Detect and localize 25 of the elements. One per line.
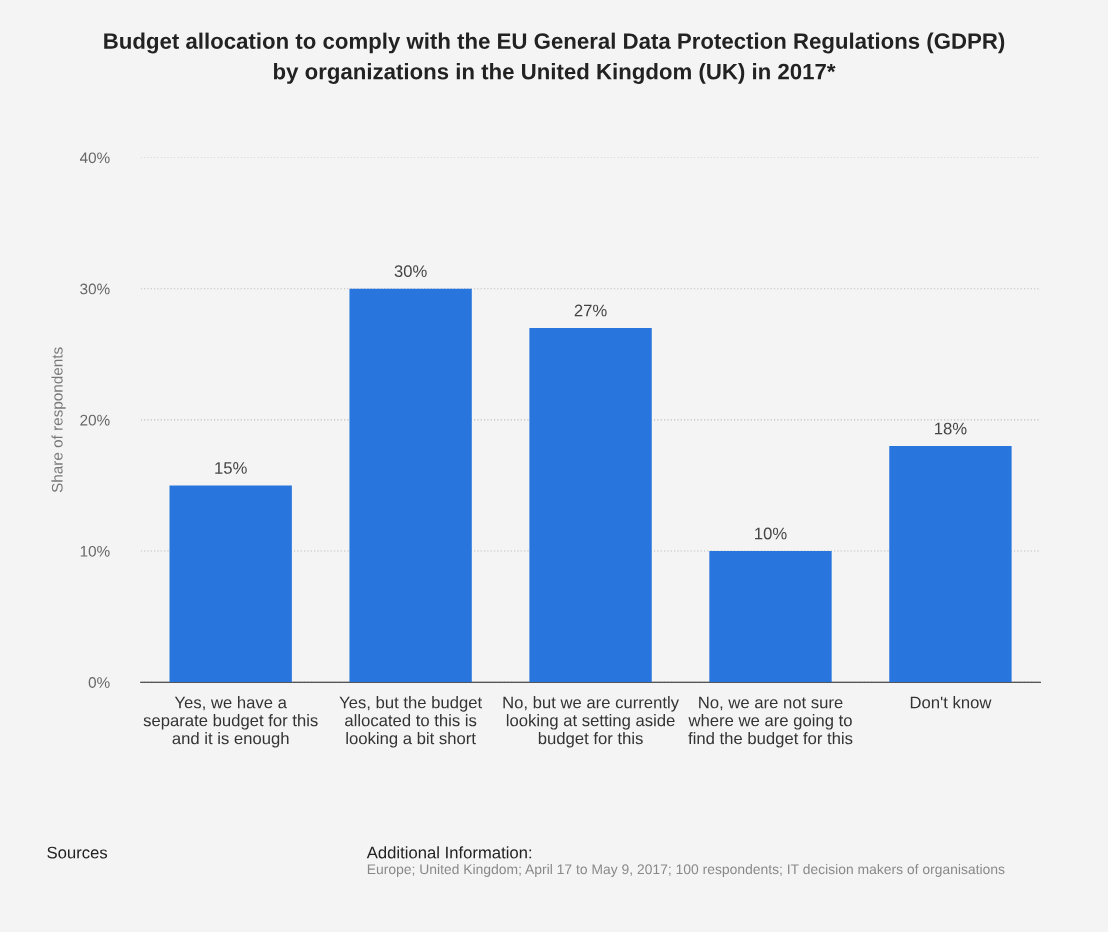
bar	[889, 446, 1012, 683]
bar	[169, 485, 292, 683]
text: Europe; United Kingdom; April 17 to May 9, 2017; 100 respondents; IT decision makers of organisations	[367, 863, 1005, 877]
x-tick-label: Yes, but the budget allocated to this is looking a bit short	[339, 696, 483, 748]
y-tick-label: 30%	[80, 283, 110, 295]
bar	[709, 551, 832, 683]
y-tick-label: 40%	[79, 152, 110, 164]
x-tick-label: Yes, we have a separate budget for this and it is enough	[143, 696, 318, 748]
text: Sources	[47, 846, 108, 859]
data-label: 27%	[574, 304, 607, 317]
data-label: 15%	[215, 462, 247, 474]
chart-title: Budget allocation to comply with the EU General Data Protection Regulations (GDPR) by organizations in the United Kingdom (UK) in 2017*	[104, 32, 1005, 84]
bar	[349, 288, 472, 683]
y-axis-title: Share of respondents	[51, 347, 66, 493]
y-tick-label: 20%	[80, 414, 110, 426]
bar	[529, 328, 652, 683]
x-tick-label: No, we are not sure where we are going to find the budget for this	[688, 696, 853, 748]
x-tick-label: Don't know	[910, 696, 992, 709]
y-tick-label: 10%	[80, 545, 110, 557]
text: Additional Information:	[366, 846, 532, 859]
y-tick-label: 0%	[88, 677, 110, 688]
data-label: 30%	[394, 265, 427, 278]
data-label: 18%	[935, 422, 967, 435]
x-tick-label: No, but we are currently looking at setting aside budget for this	[503, 696, 679, 748]
data-label: 10%	[755, 527, 787, 540]
